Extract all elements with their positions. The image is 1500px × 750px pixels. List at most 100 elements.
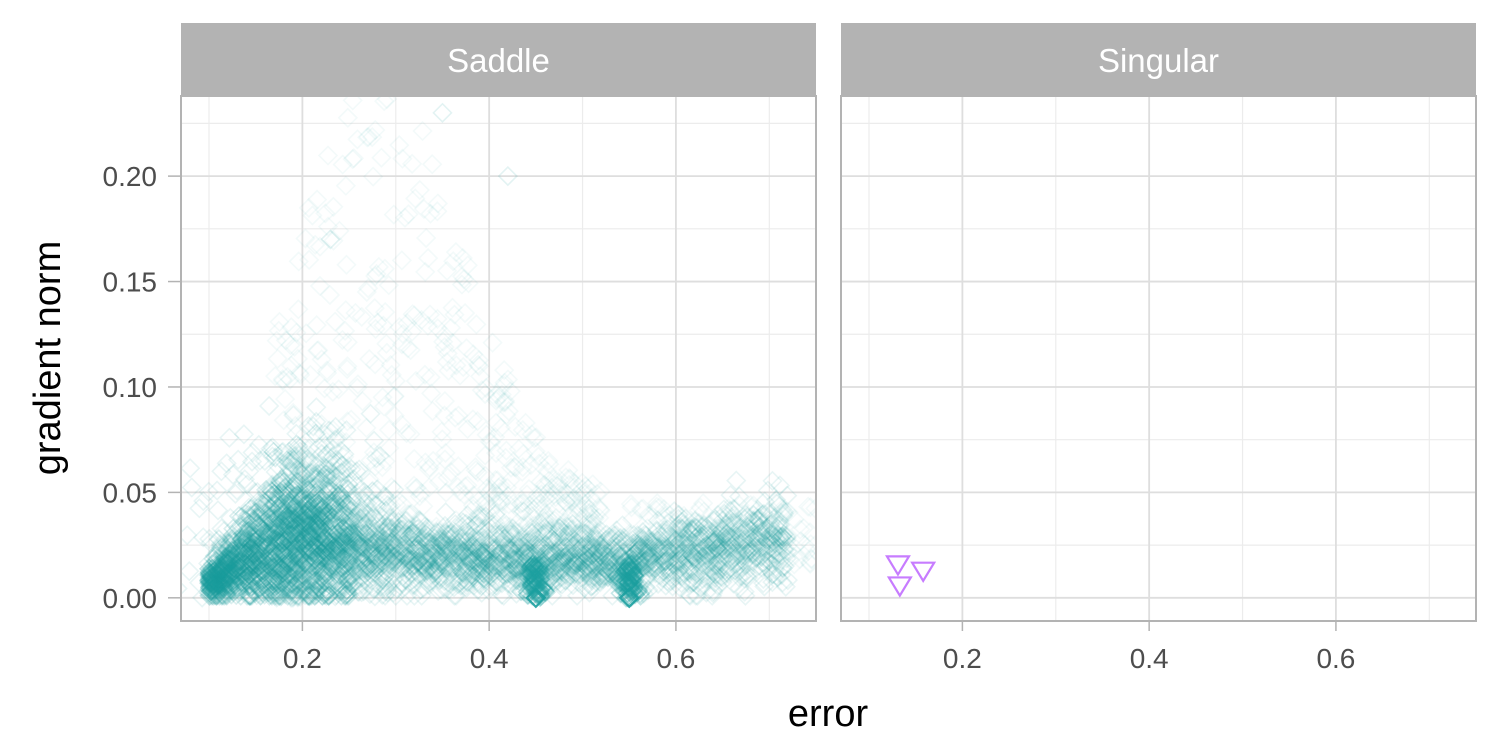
saddle-point [703, 510, 724, 531]
saddle-point [207, 574, 229, 595]
saddle-point [272, 533, 293, 555]
saddle-point [542, 542, 563, 564]
saddle-point [287, 475, 309, 496]
saddle-point [458, 542, 480, 564]
saddle-point [303, 501, 324, 522]
saddle-point [573, 559, 594, 580]
saddle-point [507, 564, 529, 585]
saddle-point [741, 537, 763, 559]
saddle-point [686, 534, 707, 555]
saddle-point [412, 553, 433, 574]
saddle-point [437, 529, 458, 550]
saddle-point [286, 538, 308, 559]
saddle-point [612, 571, 633, 592]
saddle-point [589, 535, 611, 556]
saddle-point [596, 529, 617, 550]
saddle-point [293, 528, 314, 550]
saddle-point [402, 555, 423, 576]
saddle-point [199, 565, 220, 586]
saddle-point [540, 529, 561, 550]
saddle-point [217, 568, 238, 589]
saddle-point [398, 526, 419, 547]
saddle-point [301, 540, 322, 561]
saddle-point [555, 552, 577, 574]
saddle-point [471, 541, 493, 562]
saddle-point [328, 580, 349, 601]
saddle-point [638, 552, 659, 573]
saddle-point [726, 529, 747, 550]
saddle-point [420, 533, 441, 554]
saddle-point [622, 556, 643, 577]
saddle-point [234, 541, 255, 562]
saddle-point [248, 537, 269, 558]
saddle-point [716, 562, 737, 583]
saddle-point [489, 553, 510, 574]
saddle-point [392, 519, 414, 540]
saddle-point [531, 569, 553, 590]
saddle-point [574, 577, 595, 598]
saddle-point [524, 528, 545, 549]
saddle-point [385, 545, 406, 567]
saddle-point [526, 560, 548, 582]
saddle-point [254, 584, 275, 605]
saddle-point [710, 535, 731, 557]
saddle-point [360, 540, 381, 561]
saddle-point [267, 530, 288, 551]
saddle-point [250, 555, 271, 576]
saddle-point [350, 536, 372, 557]
saddle-point [256, 554, 278, 575]
saddle-point [286, 557, 307, 578]
saddle-point [291, 568, 312, 590]
saddle-point [252, 532, 273, 553]
saddle-point [338, 550, 359, 572]
saddle-point [432, 541, 454, 562]
saddle-point [516, 581, 538, 602]
saddle-point [537, 535, 558, 557]
saddle-point [744, 528, 766, 549]
saddle-point [202, 584, 223, 605]
saddle-point [217, 553, 238, 574]
saddle-point [681, 519, 702, 540]
saddle-point [388, 554, 409, 575]
saddle-point [314, 521, 335, 542]
saddle-point [458, 568, 479, 589]
saddle-point [208, 580, 229, 602]
saddle-point [533, 560, 554, 581]
saddle-point [712, 549, 734, 570]
saddle-point [207, 572, 228, 593]
saddle-point [758, 550, 779, 572]
saddle-point [206, 565, 228, 586]
saddle-point [232, 538, 254, 559]
saddle-point [668, 560, 689, 581]
saddle-point [416, 535, 437, 556]
saddle-point [586, 539, 607, 560]
y-tick-label: 0.15 [103, 267, 158, 298]
saddle-point [211, 563, 232, 584]
saddle-point [220, 575, 242, 596]
saddle-point [219, 576, 241, 598]
saddle-point [253, 552, 275, 573]
saddle-point [510, 568, 531, 589]
saddle-point [266, 521, 287, 542]
saddle-point [227, 562, 248, 584]
saddle-point [748, 529, 769, 550]
saddle-point [558, 536, 579, 558]
saddle-point [231, 528, 253, 550]
saddle-point [220, 579, 241, 600]
saddle-point [764, 559, 785, 581]
saddle-point [421, 550, 443, 571]
saddle-point [287, 514, 308, 535]
saddle-point [426, 522, 448, 544]
saddle-point [615, 551, 636, 572]
saddle-point [706, 538, 727, 559]
saddle-point [437, 545, 458, 567]
saddle-point [376, 545, 397, 566]
saddle-point [205, 550, 227, 571]
saddle-point [517, 548, 539, 569]
saddle-point [295, 528, 316, 549]
saddle-point [503, 548, 525, 569]
saddle-point [748, 526, 770, 547]
saddle-point [342, 543, 363, 564]
saddle-point [467, 579, 488, 601]
saddle-point [646, 558, 667, 579]
